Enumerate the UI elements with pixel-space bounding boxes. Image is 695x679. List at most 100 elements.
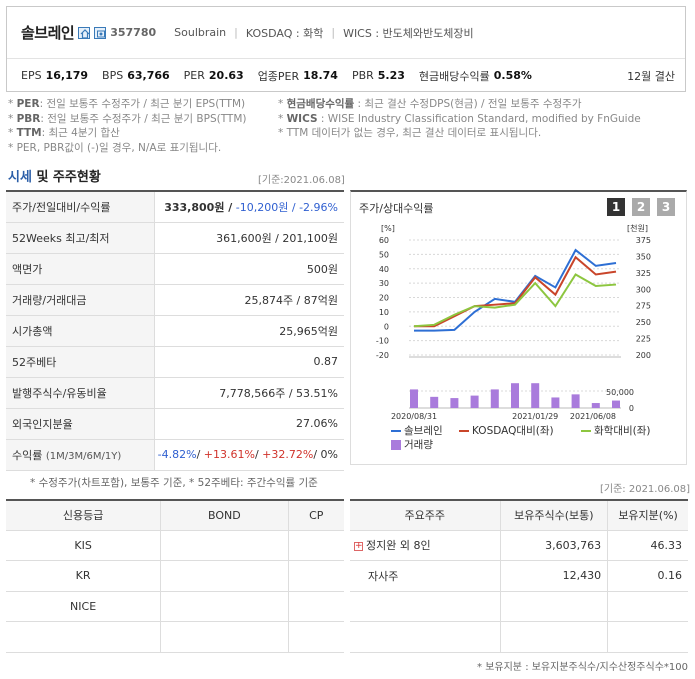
row-value: 25,874주 / 87억원 [154,284,344,316]
left-tick-label: 30 [379,279,389,288]
fiscal-period: 12월 결산 [627,69,675,83]
holder-pct [607,591,688,622]
expand-icon[interactable]: + [354,540,363,551]
note-term: WICS [286,112,318,125]
note-text: : 최근 결산 수정DPS(현금) / 전일 보통주 수정주가 [354,98,582,110]
x-tick-label: 2020/08/31 [391,412,437,421]
return-3m: +13.61% [203,448,255,461]
volume-bar [571,394,580,408]
price-chart: [%] [천원] 50,000 0 60 50 40 30 20 10 0 -10 -20 375… [376,223,651,451]
volume-bar [511,383,519,408]
metric-bps-label: BPS [102,69,124,82]
holder-pct: 46.33 [607,530,688,561]
legend-label: 화학대비(좌) [594,425,651,437]
metric-dividend-value: 0.58% [493,69,532,82]
row-label: 시가총액 [6,315,155,347]
chart-page-2-button[interactable]: 2 [632,198,650,216]
table-row: KIS [6,530,344,561]
column-header: 보유주식수(보통) [500,500,609,531]
price-value: 333,800원 / [164,200,233,214]
cp-rating [288,621,344,653]
home-icon[interactable] [78,26,91,39]
volume-bars [410,383,620,408]
table-row [350,591,688,622]
wics-sector: WICS : 반도체와반도체장비 [343,26,474,40]
table-header-row: 주요주주 보유주식수(보통) 보유지분(%) [350,500,688,531]
note-text: PER, PBR값이 (-)일 경우, N/A로 표기됩니다. [16,141,222,154]
company-name: 솔브레인 [21,24,75,42]
row-label: 액면가 [6,253,155,285]
section-title-rest: 및 주주현황 [31,170,101,185]
return-1m: -4.82% [157,448,197,461]
return-6m: +32.72% [262,448,314,461]
returns-label: 수익률 [12,448,43,462]
row-label: 발행주식수/유동비율 [6,377,155,409]
market-info-table: 주가/전일대비/수익률 333,800원 / -10,200원 / -2.96%… [6,190,344,471]
table-row: KR [6,560,344,592]
right-axis-unit: [천원] [627,223,648,233]
column-header: CP [288,500,344,531]
price-change-pct: -2.96% [295,200,338,214]
right-tick-label: 350 [636,252,651,261]
cp-rating [288,560,344,592]
agency-name: KR [6,560,162,592]
separator: | [331,26,336,39]
legend-swatch [391,440,401,450]
row-value: 27.06% [154,408,344,440]
section-title-highlight: 시세 [8,170,32,185]
column-header: 주요주주 [350,500,501,531]
stock-code: 357780 [110,26,157,39]
column-header: 보유지분(%) [607,500,688,531]
holder-name-cell: + 정지완 외 8인 [350,530,501,561]
left-tick-label: -20 [376,351,389,360]
price-chart-panel: 주가/상대수익률 1 2 3 [%] [천원] 50,000 0 60 50 40 3… [350,190,687,465]
table-row [6,621,344,653]
left-tick-label: 50 [379,250,389,259]
right-tick-label: 275 [636,302,651,311]
holder-pct: 0.16 [607,560,688,592]
right-tick-label: 225 [636,335,651,344]
legend-label: 거래량 [404,439,433,451]
row-value: 333,800원 / -10,200원 / -2.96% [154,191,344,223]
agency-name [6,621,162,653]
series-line [413,273,617,328]
header-title-row: 솔브레인 357780 Soulbrain | KOSDAQ : 화학 | WI… [7,7,685,59]
metric-per-label: PER [183,69,205,82]
chart-page-3-button[interactable]: 3 [657,198,675,216]
volume-axis-label: 50,000 [606,388,634,397]
metric-eps-value: 16,179 [45,69,89,82]
table-row: 52주베타 0.87 [6,346,344,378]
x-tick-label: 2021/06/08 [570,412,616,421]
market-base-date: [기준:2021.06.08] [258,175,345,186]
row-value: 25,965억원 [154,315,344,347]
volume-bar [551,397,560,408]
row-label: 외국인지분율 [6,408,155,440]
separator: | [234,26,238,39]
column-header: BOND [160,500,289,531]
holders-base-date: [기준: 2021.06.08] [600,484,691,495]
note-term: PER [16,98,40,110]
metric-bps-value: 63,766 [127,69,170,82]
major-shareholders-table: 주요주주 보유주식수(보통) 보유지분(%) + 정지완 외 8인 3,603,7… [350,499,688,653]
left-tick-label: 10 [379,308,389,317]
bond-rating [160,621,289,653]
table-row: 수익률 (1M/3M/6M/1Y) -4.82%/ +13.61%/ +32.7… [6,439,344,471]
agency-name: KIS [6,530,162,561]
metric-per-value: 20.63 [208,69,244,82]
price-change: -10,200원 / [232,200,296,214]
chart-page-1-button[interactable]: 1 [607,198,625,216]
company-english-name: Soulbrain [174,26,227,39]
table-row: 자사주 12,430 0.16 [350,560,688,592]
volume-bar [450,398,459,408]
holder-name: 정지완 외 8인 [366,539,431,553]
note-text: TTM 데이터가 없는 경우, 최근 결산 데이터로 표시됩니다. [286,127,542,139]
metric-sector-per-value: 18.74 [303,69,338,82]
left-tick-label: 0 [384,322,389,331]
credit-rating-table: 신용등급 BOND CP KIS KR NICE [6,499,344,653]
volume-bar [531,383,540,408]
row-value: -4.82%/ +13.61%/ +32.72%/ 0% [154,439,344,471]
volume-bar [430,396,439,408]
ir-icon[interactable] [94,26,107,39]
note-text: : 전일 보통주 수정주가 / 최근 분기 BPS(TTM) [40,112,247,125]
holder-shares: 12,430 [500,560,609,592]
